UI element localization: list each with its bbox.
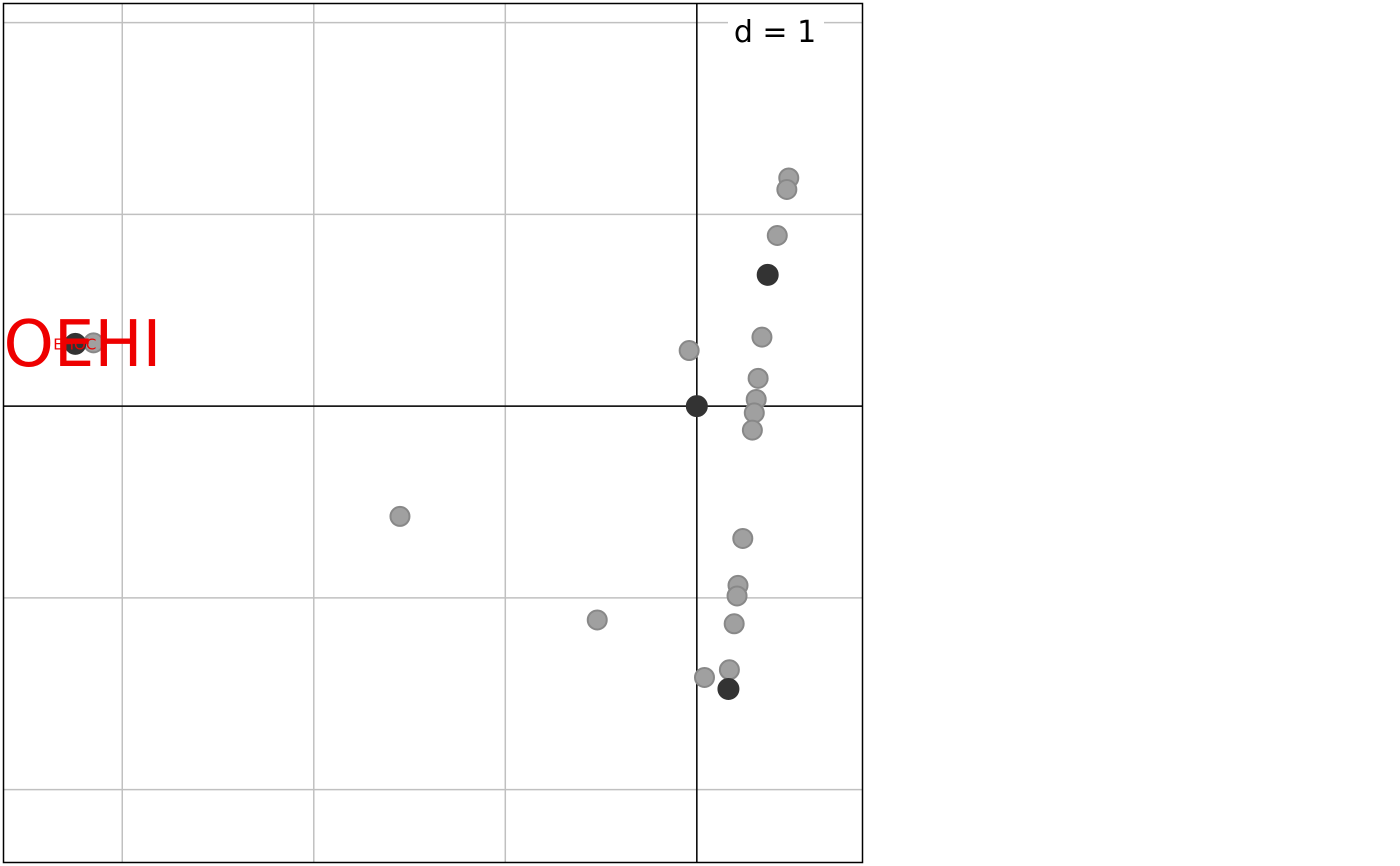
light-point	[747, 367, 769, 389]
dark-point	[717, 677, 740, 700]
light-point	[586, 609, 608, 631]
light-point	[743, 402, 765, 424]
label-large: OEHI	[4, 308, 162, 382]
plot-frame	[2, 2, 864, 864]
light-point	[751, 326, 773, 348]
grid-lines	[3, 3, 863, 863]
light-point	[726, 585, 748, 607]
light-point	[741, 419, 763, 441]
dark-point	[64, 332, 87, 355]
origin-axes	[3, 3, 863, 863]
light-point	[732, 527, 754, 549]
light-point	[723, 613, 745, 635]
label-small: EHOC	[53, 335, 96, 353]
light-point	[776, 178, 798, 200]
light-point	[718, 659, 740, 681]
dark-point	[756, 263, 779, 286]
light-point	[766, 225, 788, 247]
points	[64, 167, 800, 700]
dark-point	[685, 395, 708, 418]
scale-label-box	[728, 14, 824, 52]
light-point	[678, 340, 700, 362]
scale-label: d = 1	[734, 15, 816, 50]
light-point	[389, 505, 411, 527]
light-point	[693, 666, 715, 688]
